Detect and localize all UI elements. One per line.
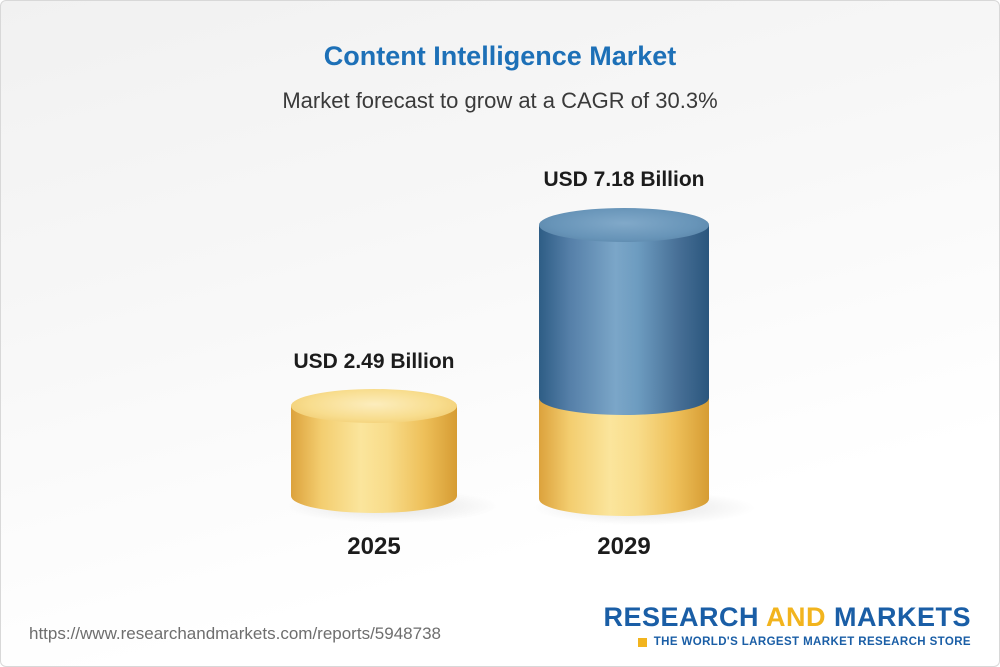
logo-word-and: AND (765, 602, 826, 632)
bar-2029 (539, 208, 709, 516)
value-label-2029: USD 7.18 Billion (543, 168, 705, 191)
logo-tagline-text: THE WORLD'S LARGEST MARKET RESEARCH STOR… (653, 636, 971, 648)
bar-2029-bottom-segment (539, 398, 709, 516)
logo-bullet-square-icon (637, 637, 647, 647)
chart-title: Content Intelligence Market (323, 41, 677, 71)
research-and-markets-logo: RESEARCH AND MARKETS THE WORLD'S LARGEST… (603, 602, 971, 648)
logo-word-markets: MARKETS (834, 602, 971, 632)
bar-2029-top-segment (539, 225, 709, 415)
value-label-2025: USD 2.49 Billion (293, 350, 455, 373)
bar-2025 (291, 389, 457, 513)
logo-tagline: THE WORLD'S LARGEST MARKET RESEARCH STOR… (603, 636, 971, 648)
category-label-2025: 2025 (347, 533, 401, 560)
bar-2025-body (291, 406, 457, 513)
chart-subtitle: Market forecast to grow at a CAGR of 30.… (282, 88, 718, 113)
bar-2025-top-ellipse (291, 389, 457, 423)
report-url-link[interactable]: https://www.researchandmarkets.com/repor… (29, 624, 441, 643)
category-label-2029: 2029 (597, 533, 651, 560)
bar-2029-top-ellipse (539, 208, 709, 242)
logo-word-research: RESEARCH (603, 602, 759, 632)
logo-wordmark: RESEARCH AND MARKETS (603, 602, 971, 633)
